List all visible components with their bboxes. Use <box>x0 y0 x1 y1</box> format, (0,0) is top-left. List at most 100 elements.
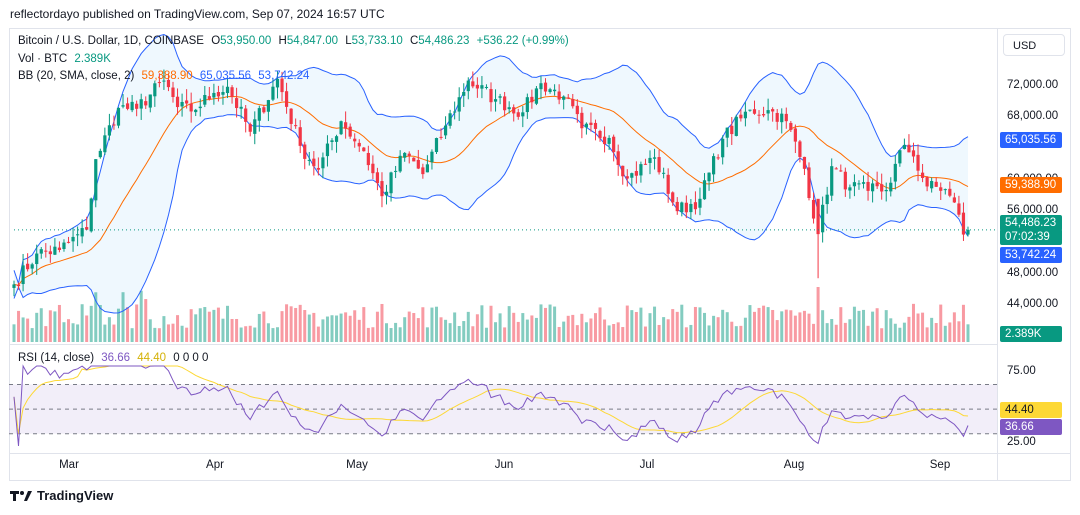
volume-bar <box>730 321 734 342</box>
low-value: 53,733.10 <box>351 35 403 47</box>
volume-bar <box>603 319 607 342</box>
candle-body <box>153 83 157 97</box>
candle-body <box>534 88 539 104</box>
candle-body <box>516 112 520 117</box>
candle-body <box>266 100 270 112</box>
candle-body <box>330 140 334 142</box>
volume-label[interactable]: Vol · BTC <box>18 53 68 65</box>
volume-bar <box>544 307 548 342</box>
candle-body <box>643 163 648 165</box>
candle-body <box>716 157 720 159</box>
volume-bar <box>593 313 597 342</box>
candle-body <box>789 122 793 130</box>
volume-bar <box>952 312 956 342</box>
volume-bar <box>748 305 752 342</box>
rsi-label[interactable]: RSI (14, close) <box>18 352 95 364</box>
volume-bar <box>457 325 461 342</box>
candle-body <box>925 177 929 187</box>
volume-bar <box>893 323 897 342</box>
candle-body <box>230 87 234 97</box>
volume-bar <box>907 316 911 342</box>
candle-body <box>807 167 811 199</box>
bb-upper-value: 65,035.56 <box>199 70 252 82</box>
candle-body <box>80 228 84 237</box>
candle-body <box>175 96 180 108</box>
open-value: 53,950.00 <box>220 35 272 47</box>
candle-body <box>325 143 330 157</box>
volume-bar <box>616 322 620 342</box>
volume-bar <box>475 314 479 342</box>
candle-body <box>530 96 534 103</box>
candle-body <box>316 167 320 170</box>
volume-bar <box>385 323 389 342</box>
volume-bar <box>12 324 16 342</box>
candle-body <box>94 159 98 201</box>
volume-bar <box>662 317 666 342</box>
bb-label[interactable]: BB (20, SMA, close, 2) <box>18 70 135 82</box>
volume-bar <box>453 312 457 342</box>
volume-bar <box>180 325 184 342</box>
candle-body <box>398 155 402 172</box>
currency-selector[interactable]: USD <box>1003 34 1065 56</box>
volume-bar <box>35 312 39 342</box>
candle-body <box>634 171 638 176</box>
volume-bar <box>239 327 243 342</box>
close-label: C <box>409 35 419 47</box>
candle-body <box>857 183 861 185</box>
candle-body <box>76 234 80 236</box>
volume-bar <box>139 290 143 342</box>
symbol-label[interactable]: Bitcoin / U.S. Dollar, 1D, COINBASE <box>18 35 204 47</box>
volume-bar <box>235 318 239 342</box>
volume-bar <box>303 310 307 342</box>
volume-bar <box>539 304 543 342</box>
tradingview-logo[interactable]: TradingView <box>10 488 113 503</box>
volume-bar <box>680 304 684 342</box>
pane-divider[interactable] <box>9 344 997 345</box>
candle-body <box>503 96 507 111</box>
candle-body <box>448 113 452 126</box>
candle-body <box>825 194 829 205</box>
price-tick: 56,000.00 <box>1007 204 1059 216</box>
countdown-tag: 07:02:39 <box>1000 229 1062 245</box>
candle-body <box>821 204 825 233</box>
volume-bar <box>480 305 484 342</box>
candle-body <box>62 242 66 250</box>
volume-bar <box>76 324 80 342</box>
volume-bar <box>866 325 870 342</box>
candle-body <box>389 172 393 194</box>
candle-body <box>16 284 21 287</box>
candle-body <box>412 157 416 162</box>
candle-body <box>312 158 316 167</box>
candle-body <box>57 247 62 250</box>
candle-body <box>221 92 225 95</box>
tradingview-brand: TradingView <box>37 488 114 503</box>
volume-bar <box>884 310 888 342</box>
volume-bar <box>366 327 370 342</box>
rsi-ma-line <box>13 365 969 434</box>
volume-bar <box>848 319 852 342</box>
price-tick: 44,000.00 <box>1007 298 1059 310</box>
volume-legend: Vol · BTC 2.389K <box>18 53 115 65</box>
candle-body <box>702 180 707 200</box>
candle-body <box>53 246 57 255</box>
volume-bar <box>584 322 588 342</box>
volume-bar <box>484 327 488 342</box>
volume-bar <box>357 319 361 342</box>
candle-body <box>898 150 902 164</box>
candle-body <box>44 250 48 252</box>
volume-bar <box>634 311 638 342</box>
candle-body <box>148 94 152 108</box>
volume-bar <box>762 305 766 342</box>
volume-bar <box>207 311 211 342</box>
candle-body <box>357 142 361 147</box>
volume-bar <box>185 327 189 342</box>
volume-bar <box>26 318 30 342</box>
time-tick: Jul <box>639 459 655 471</box>
candle-body <box>135 103 139 109</box>
volume-bar <box>562 321 566 342</box>
volume-bar <box>916 313 920 342</box>
candle-body <box>666 174 670 194</box>
candle-body <box>902 145 906 150</box>
candle-body <box>216 92 221 97</box>
